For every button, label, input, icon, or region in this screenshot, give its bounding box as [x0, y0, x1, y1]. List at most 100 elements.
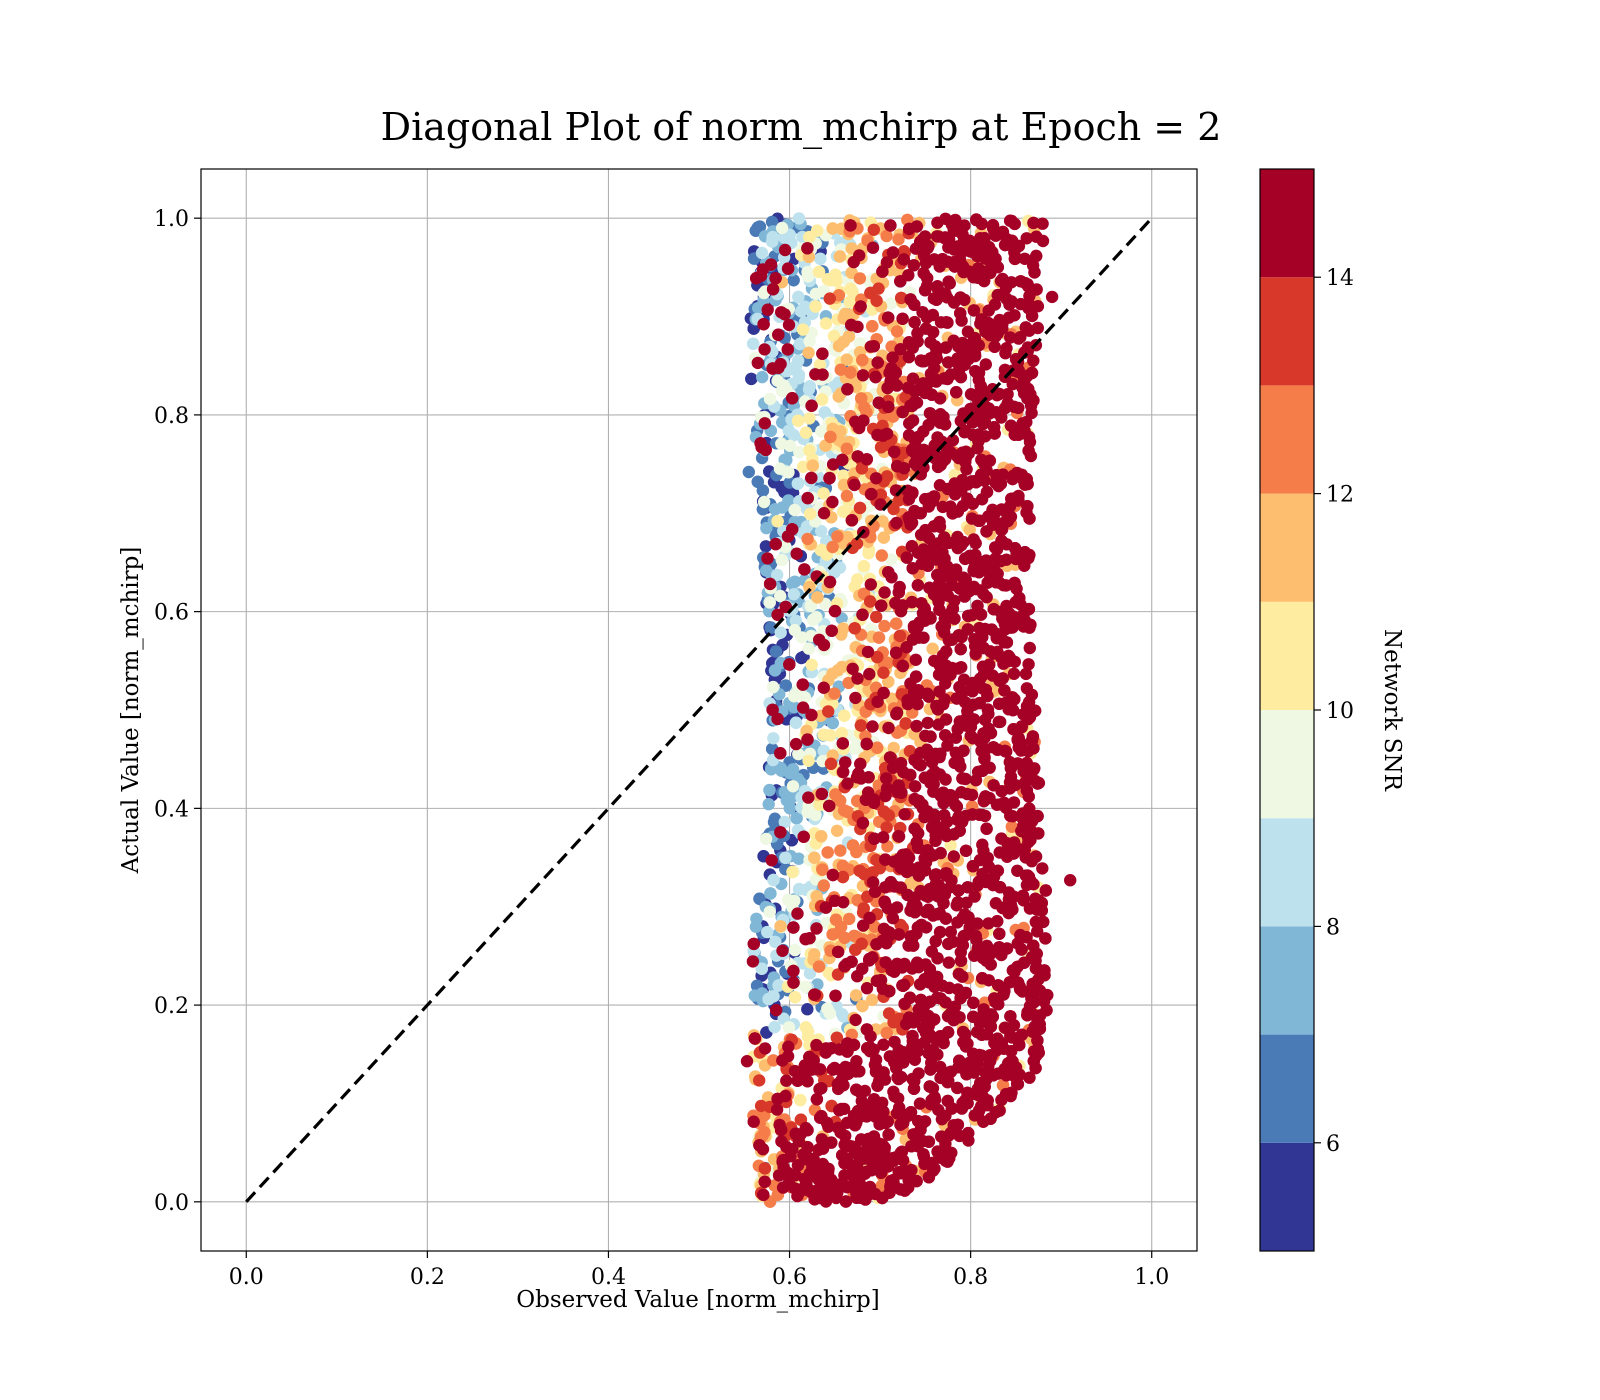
scatter-point [772, 328, 785, 341]
scatter-point [1024, 449, 1038, 463]
scatter-point [973, 621, 986, 635]
scatter-point [772, 979, 785, 992]
scatter-point [794, 1128, 807, 1141]
scatter-point [863, 667, 876, 681]
scatter-point [927, 520, 941, 533]
scatter-point [1016, 807, 1029, 821]
scatter-point [878, 619, 891, 633]
scatter-point [905, 1140, 918, 1153]
scatter-point [894, 757, 908, 770]
scatter-point [939, 1109, 952, 1123]
scatter-point [848, 1119, 862, 1132]
scatter-point [969, 647, 982, 661]
scatter-point [798, 563, 811, 576]
scatter-point [980, 822, 993, 835]
scatter-point [982, 722, 995, 735]
scatter-point [859, 793, 873, 806]
scatter-point [756, 370, 769, 384]
scatter-point [857, 559, 871, 573]
scatter-point [1015, 720, 1028, 733]
scatter-point [792, 882, 806, 896]
scatter-point [942, 956, 955, 969]
scatter-point [928, 1162, 941, 1175]
scatter-point [864, 286, 877, 300]
scatter-point [805, 658, 818, 671]
scatter-point [849, 691, 862, 705]
scatter-point [984, 570, 997, 583]
scatter-point [947, 1013, 960, 1027]
scatter-point [922, 749, 936, 763]
scatter-point [819, 317, 833, 330]
scatter-point [854, 300, 867, 313]
scatter-point [853, 1065, 866, 1078]
scatter-point [826, 868, 840, 882]
scatter-point [882, 1128, 895, 1141]
scatter-point [802, 642, 815, 655]
scatter-point [817, 507, 831, 520]
scatter-point [887, 502, 900, 516]
scatter-point [853, 501, 867, 515]
scatter-point [966, 497, 980, 510]
scatter-point [764, 258, 778, 271]
scatter-point [918, 284, 932, 297]
scatter-point [882, 930, 895, 943]
scatter-point [824, 430, 837, 444]
scatter-point [1025, 309, 1039, 323]
scatter-point [992, 715, 1006, 729]
scatter-point [828, 687, 841, 700]
scatter-point [987, 741, 1000, 754]
scatter-point [993, 927, 1006, 940]
scatter-point [817, 638, 831, 652]
scatter-point [838, 1169, 851, 1182]
scatter-point [938, 809, 951, 822]
scatter-point [890, 617, 903, 630]
scatter-point [874, 488, 887, 501]
scatter-point [845, 514, 859, 527]
scatter-point [976, 838, 989, 851]
scatter-point [882, 311, 895, 324]
scatter-point [761, 303, 774, 316]
scatter-point [908, 316, 921, 329]
scatter-point [751, 356, 764, 370]
scatter-point [835, 628, 848, 641]
scatter-point [990, 556, 1003, 569]
scatter-point [815, 524, 828, 538]
scatter-point [839, 1195, 853, 1208]
scatter-point [853, 272, 867, 285]
scatter-point [831, 664, 845, 677]
scatter-point [771, 515, 784, 528]
scatter-point [900, 641, 913, 654]
scatter-point [810, 611, 823, 624]
scatter-point [819, 901, 833, 914]
scatter-point [939, 729, 952, 742]
scatter-point [766, 283, 780, 296]
scatter-point [954, 307, 967, 320]
scatter-point [805, 471, 818, 485]
scatter-point [892, 586, 905, 599]
scatter-point [918, 1115, 932, 1128]
scatter-point [854, 757, 867, 771]
scatter-point [843, 295, 857, 309]
scatter-point [774, 747, 787, 760]
scatter-point [795, 1182, 808, 1196]
scatter-point [958, 424, 972, 438]
scatter-point [828, 604, 842, 618]
scatter-point [775, 437, 788, 450]
scatter-point [912, 841, 925, 855]
scatter-point [815, 393, 829, 406]
scatter-point [763, 905, 776, 918]
scatter-point [840, 489, 854, 503]
scatter-point [970, 213, 983, 226]
scatter-point [926, 308, 940, 322]
scatter-point [876, 265, 889, 278]
scatter-point [814, 544, 827, 557]
scatter-point [856, 353, 869, 367]
scatter-point [1003, 1066, 1017, 1079]
scatter-point [826, 716, 839, 730]
scatter-point [848, 478, 861, 492]
scatter-point [870, 610, 883, 624]
scatter-point [866, 866, 879, 879]
scatter-point [867, 223, 880, 236]
scatter-point [813, 358, 827, 371]
scatter-point [897, 462, 911, 475]
